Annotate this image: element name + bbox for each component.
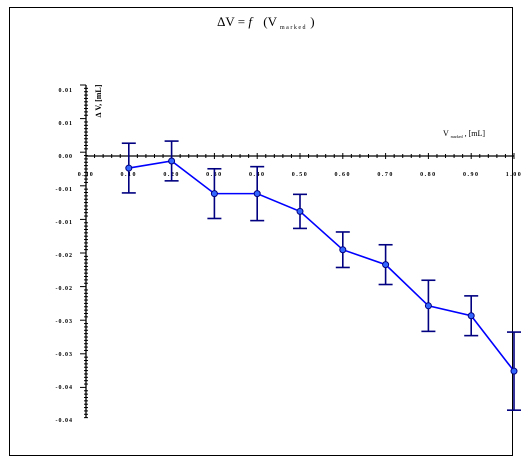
- data-point: [210, 190, 218, 198]
- y-tick-label: 0.01: [59, 88, 74, 94]
- y-tick-label: 0.00: [59, 154, 74, 160]
- y-tick-label: -0.03: [56, 352, 74, 358]
- y-tick-label: -0.03: [56, 319, 74, 325]
- x-axis-label: V marked , [mL]: [443, 129, 485, 140]
- title-prefix: ∆V =: [217, 14, 248, 29]
- axes: 0.000.100.200.300.400.500.600.700.800.90…: [56, 84, 523, 424]
- x-tick-label: 1.00: [506, 172, 523, 178]
- data-point: [467, 312, 475, 320]
- title-sub: marked: [280, 25, 307, 31]
- data-point: [125, 164, 133, 172]
- x-tick-label: 0.00: [78, 172, 95, 178]
- data-point: [510, 367, 518, 375]
- chart-title: ∆V = f (V marked ): [217, 14, 314, 32]
- y-tick-label: -0.01: [56, 187, 74, 193]
- xlabel-sub: marked: [451, 134, 463, 139]
- data-point: [296, 207, 304, 215]
- title-func: f: [248, 14, 254, 29]
- x-tick-label: 0.90: [463, 172, 480, 178]
- series-group: [125, 157, 518, 375]
- y-tick-label: 0.01: [59, 121, 74, 127]
- data-point: [253, 190, 261, 198]
- xlabel-main: V: [443, 129, 449, 138]
- chart-frame: [9, 7, 513, 456]
- data-point: [168, 157, 176, 165]
- x-tick-label: 0.70: [377, 172, 394, 178]
- xlabel-suffix: , [mL]: [465, 129, 486, 138]
- data-point: [339, 246, 347, 254]
- y-axis-label: ∆ V, [mL]: [94, 84, 103, 117]
- title-main: (V: [263, 14, 277, 29]
- y-tick-label: -0.02: [56, 253, 74, 259]
- data-point: [424, 302, 432, 310]
- y-tick-label: -0.02: [56, 286, 74, 292]
- y-tick-label: -0.04: [56, 385, 74, 391]
- title-suffix: ): [310, 14, 314, 29]
- x-tick-label: 0.80: [420, 172, 437, 178]
- y-tick-label: -0.01: [56, 220, 74, 226]
- x-tick-label: 0.60: [335, 172, 352, 178]
- series-line: [128, 160, 515, 372]
- error-bars: [121, 140, 521, 411]
- y-tick-label: -0.04: [56, 418, 74, 424]
- x-tick-label: 0.50: [292, 172, 309, 178]
- data-point: [382, 261, 390, 269]
